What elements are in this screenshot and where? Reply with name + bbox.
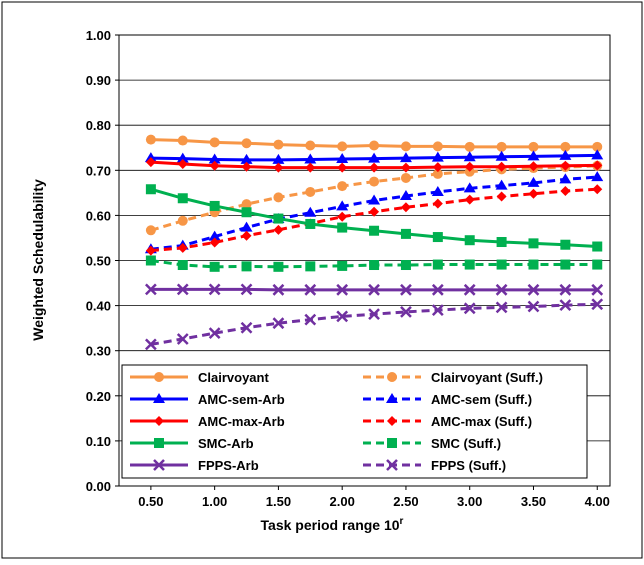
y-tick-label: 0.90	[86, 73, 111, 88]
data-point	[146, 225, 156, 235]
data-point	[178, 136, 188, 146]
data-point	[560, 260, 570, 270]
data-point	[337, 223, 347, 233]
y-tick-label: 0.60	[86, 208, 111, 223]
x-tick-label: 1.00	[202, 494, 227, 509]
data-point	[305, 261, 315, 271]
data-point	[465, 142, 475, 152]
legend-label: AMC-max (Suff.)	[431, 414, 532, 429]
data-point	[592, 260, 602, 270]
y-tick-label: 0.40	[86, 299, 111, 314]
legend-label: SMC-Arb	[198, 436, 254, 451]
y-tick-label: 0.80	[86, 118, 111, 133]
x-tick-label: 3.50	[521, 494, 546, 509]
data-point	[337, 261, 347, 271]
data-point	[401, 229, 411, 239]
data-point	[433, 260, 443, 270]
data-point	[273, 192, 283, 202]
data-point	[242, 207, 252, 217]
legend-label: FPPS-Arb	[198, 458, 259, 473]
y-tick-label: 0.30	[86, 344, 111, 359]
data-point	[210, 137, 220, 147]
data-point	[337, 141, 347, 151]
x-axis-title-main: Task period range 10	[261, 517, 400, 533]
data-point	[178, 260, 188, 270]
y-axis-title: Weighted Schedulability	[30, 179, 46, 341]
x-tick-label: 2.50	[393, 494, 418, 509]
data-point	[273, 262, 283, 272]
data-point	[178, 216, 188, 226]
legend-label: FPPS (Suff.)	[431, 458, 506, 473]
data-point	[433, 141, 443, 151]
data-point	[465, 235, 475, 245]
data-point	[242, 261, 252, 271]
data-point	[401, 173, 411, 183]
data-point	[401, 260, 411, 270]
legend-label: Clairvoyant (Suff.)	[431, 370, 543, 385]
data-point	[528, 260, 538, 270]
x-tick-label: 3.00	[457, 494, 482, 509]
data-point	[337, 181, 347, 191]
data-point	[401, 141, 411, 151]
data-point	[497, 260, 507, 270]
data-point	[146, 256, 156, 266]
y-tick-label: 0.20	[86, 389, 111, 404]
legend-swatch-marker	[387, 372, 397, 382]
data-point	[369, 260, 379, 270]
legend-label: Clairvoyant	[198, 370, 269, 385]
y-tick-label: 0.50	[86, 254, 111, 269]
y-tick-label: 0.70	[86, 163, 111, 178]
data-point	[178, 193, 188, 203]
data-point	[210, 262, 220, 272]
data-point	[592, 242, 602, 252]
data-point	[305, 140, 315, 150]
data-point	[146, 135, 156, 145]
data-point	[528, 238, 538, 248]
legend-label: AMC-sem-Arb	[198, 392, 285, 407]
data-point	[305, 187, 315, 197]
data-point	[273, 140, 283, 150]
y-tick-label: 0.00	[86, 479, 111, 494]
x-axis-title-superscript: r	[400, 516, 404, 527]
legend-label: AMC-sem (Suff.)	[431, 392, 532, 407]
data-point	[369, 140, 379, 150]
y-tick-label: 0.10	[86, 434, 111, 449]
x-axis-title: Task period range 10r	[261, 516, 404, 533]
x-tick-label: 4.00	[585, 494, 610, 509]
data-point	[242, 138, 252, 148]
y-tick-label: 1.00	[86, 28, 111, 43]
data-point	[497, 237, 507, 247]
legend: Clairvoyant Clairvoyant (Suff.) AMC-sem-Ar…	[122, 365, 587, 478]
data-point	[369, 226, 379, 236]
legend-label: AMC-max-Arb	[198, 414, 285, 429]
legend-swatch-marker	[154, 438, 164, 448]
data-point	[273, 214, 283, 224]
data-point	[305, 219, 315, 229]
legend-swatch-marker	[154, 372, 164, 382]
x-tick-label: 1.50	[266, 494, 291, 509]
data-point	[146, 184, 156, 194]
data-point	[369, 177, 379, 187]
data-point	[433, 232, 443, 242]
data-point	[210, 201, 220, 211]
data-point	[560, 240, 570, 250]
x-tick-label: 2.00	[330, 494, 355, 509]
legend-label: SMC (Suff.)	[431, 436, 501, 451]
legend-swatch-marker	[387, 438, 397, 448]
data-point	[465, 260, 475, 270]
data-point	[497, 142, 507, 152]
x-tick-label: 0.50	[138, 494, 163, 509]
